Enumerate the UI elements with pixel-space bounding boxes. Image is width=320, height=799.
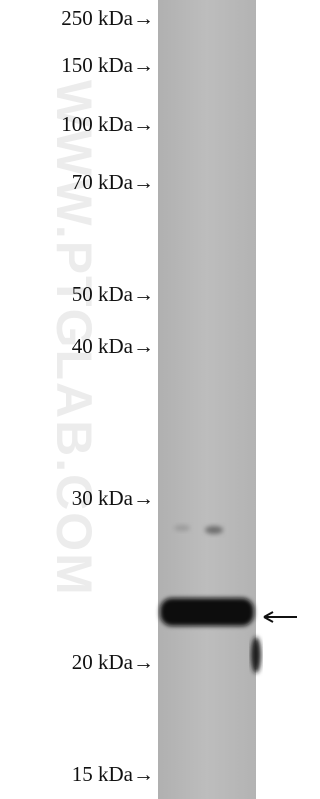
marker-label: 20 kDa→ [72, 650, 154, 674]
marker-label: 100 kDa→ [61, 112, 154, 136]
smudge [251, 637, 261, 673]
marker-labels: 250 kDa→ 150 kDa→ 100 kDa→ 70 kDa→ 50 kDa→ 40… [61, 6, 154, 786]
main-band [160, 598, 254, 626]
marker-label: 40 kDa→ [72, 334, 154, 358]
marker-label: 50 kDa→ [72, 282, 154, 306]
marker-label: 15 kDa→ [72, 762, 154, 786]
marker-label: 150 kDa→ [61, 53, 154, 77]
faint-band [174, 525, 190, 531]
watermark: WWW.PTGLAB.COM [46, 80, 102, 597]
blot-figure: WWW.PTGLAB.COM 250 kDa→ 150 kDa→ 100 kDa→ 7… [46, 0, 297, 799]
marker-label: 30 kDa→ [72, 486, 154, 510]
gel-lane [158, 0, 256, 799]
band-arrow [263, 611, 297, 623]
faint-band [205, 526, 223, 534]
marker-label: 250 kDa→ [61, 6, 154, 30]
marker-label: 70 kDa→ [72, 170, 154, 194]
